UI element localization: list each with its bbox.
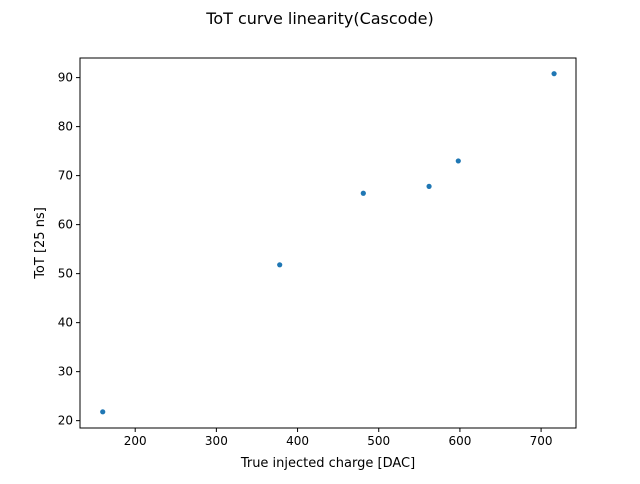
y-tick-label: 80 <box>58 120 73 134</box>
y-tick-label: 90 <box>58 71 73 85</box>
x-tick-label: 400 <box>286 434 309 448</box>
x-axis-label: True injected charge [DAC] <box>240 456 415 471</box>
y-tick-label: 50 <box>58 267 73 281</box>
chart-title: ToT curve linearity(Cascode) <box>205 9 433 28</box>
y-tick-label: 70 <box>58 169 73 183</box>
y-axis-ticks: 20 30 40 50 60 70 80 90 <box>58 71 80 428</box>
plot-area: 200 300 400 500 600 700 20 30 40 50 60 70 80 90 <box>58 57 577 448</box>
axes-frame <box>79 57 577 429</box>
data-point <box>360 190 366 196</box>
data-point <box>455 158 461 164</box>
data-point <box>277 262 283 268</box>
data-point <box>100 409 106 415</box>
y-axis-label: ToT [25 ns] <box>33 207 48 280</box>
x-tick-label: 700 <box>530 434 553 448</box>
y-tick-label: 40 <box>58 316 73 330</box>
x-tick-label: 300 <box>205 434 228 448</box>
y-tick-label: 20 <box>58 414 73 428</box>
data-point <box>551 71 557 77</box>
data-points <box>100 71 557 415</box>
x-tick-label: 600 <box>448 434 471 448</box>
x-axis-ticks: 200 300 400 500 600 700 <box>124 428 553 448</box>
x-tick-label: 500 <box>367 434 390 448</box>
y-tick-label: 30 <box>58 365 73 379</box>
data-point <box>426 183 432 189</box>
x-tick-label: 200 <box>124 434 147 448</box>
y-tick-label: 60 <box>58 218 73 232</box>
